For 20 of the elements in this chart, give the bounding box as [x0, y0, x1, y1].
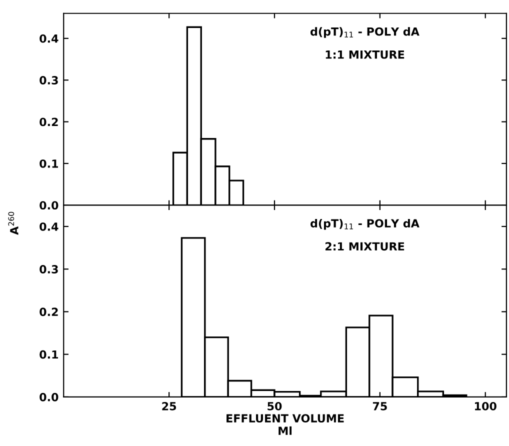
y-tick-label: 0.0	[40, 392, 58, 402]
y-tick-label: 0.2	[40, 118, 58, 126]
x-tick-label: 75	[372, 402, 387, 410]
annotation: d(pT)$_{11}$ - POLY dA	[310, 218, 420, 230]
annotation: d(pT)$_{11}$ - POLY dA	[310, 27, 420, 38]
x-tick-label: 50	[268, 402, 282, 410]
y-tick-label: 0.0	[40, 201, 58, 210]
y-tick-label: 0.1	[40, 159, 58, 168]
y-axis-title: A$^{260}$	[8, 212, 18, 235]
annotation: 2:1 MIXTURE	[325, 242, 404, 251]
y-tick-label: 0.4	[40, 222, 58, 231]
x-axis-title: EFFLUENT VOLUME Ml	[226, 414, 344, 435]
y-tick-label: 0.3	[40, 76, 58, 84]
x-tick-label: 25	[162, 402, 176, 410]
y-tick-label: 0.2	[40, 308, 58, 316]
y-tick-label: 0.1	[40, 350, 58, 359]
y-tick-label: 0.3	[40, 265, 58, 274]
annotation: 1:1 MIXTURE	[326, 50, 404, 59]
x-tick-label: 100	[475, 402, 496, 410]
y-tick-label: 0.4	[40, 34, 58, 43]
